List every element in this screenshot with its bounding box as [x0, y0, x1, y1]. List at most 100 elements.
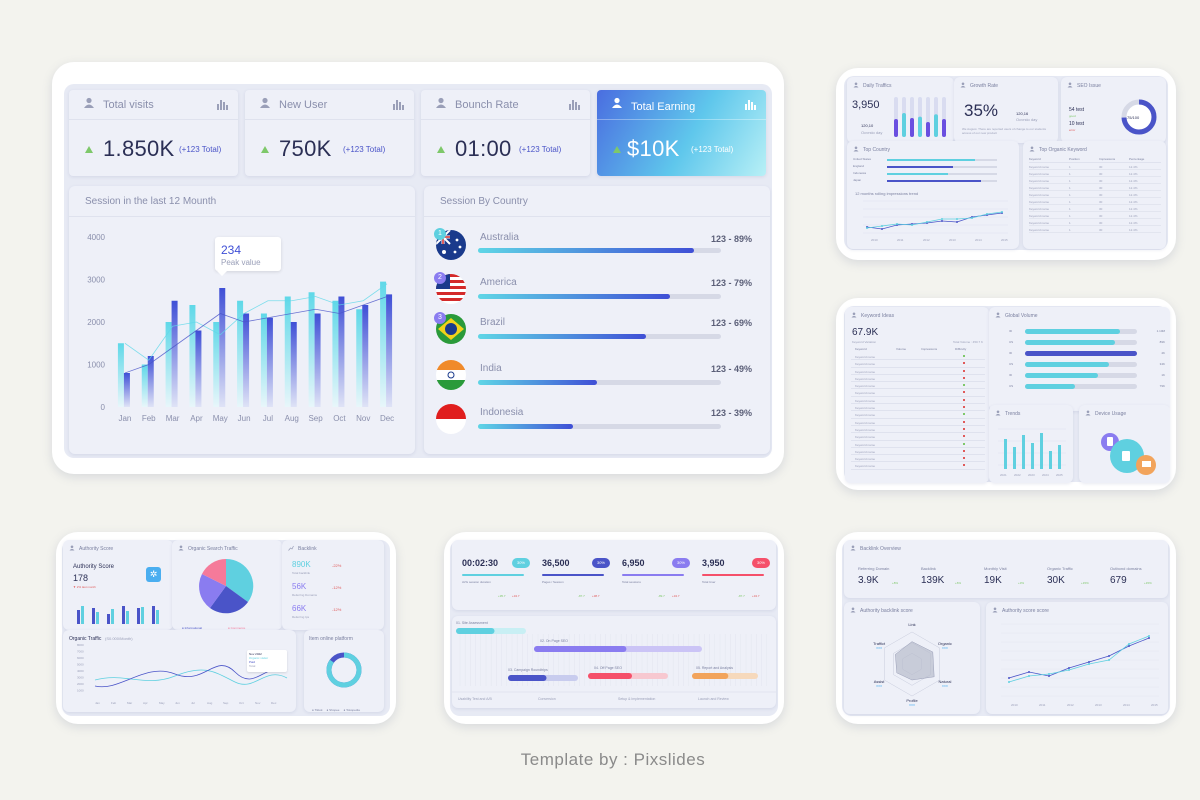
- country-row-india[interactable]: India 123 - 49%: [424, 358, 770, 398]
- impressions-title: 12 months rolling impressions trend: [855, 191, 919, 196]
- year-label: 2013: [1095, 703, 1102, 707]
- stat-delta: +38.7: [592, 594, 600, 598]
- thumbnail-slide-timeline[interactable]: 00:02:30 30% AVG session duration +95.7 +34.…: [444, 532, 784, 724]
- phase-label: Usability Test and A/B: [458, 697, 492, 701]
- trend-bar: [1031, 443, 1034, 469]
- country-code: US: [1009, 340, 1014, 344]
- kpi-total-visits[interactable]: Total visits 1.850K (+123 Total): [69, 90, 238, 176]
- x-tick-label: Aug: [207, 701, 213, 705]
- country-row-america[interactable]: 2 America 123 - 79%: [424, 272, 770, 312]
- country-row-australia[interactable]: 1 Australia 123 - 89%: [424, 228, 770, 268]
- bar-series-1: [117, 343, 124, 407]
- backlink-label: Total backlink: [292, 571, 311, 575]
- table-cell: 12.4%: [1129, 186, 1138, 190]
- radar-value: XXX: [876, 684, 882, 688]
- kpi-bounce-rate[interactable]: Bounch Rate 01:00 (+123 Total): [421, 90, 590, 176]
- growth-rate-value: 35%: [964, 101, 999, 120]
- difficulty-dot: [963, 391, 965, 394]
- backlink-row: 66K Referring Ips -12%: [292, 604, 378, 626]
- bar-chart-icon[interactable]: [392, 98, 404, 110]
- bar-chart-icon[interactable]: [568, 98, 580, 110]
- card-subtitle: (S0.000/Month): [105, 636, 133, 641]
- user-icon: [850, 607, 856, 613]
- difficulty-dot: [963, 420, 965, 423]
- bar-chart-icon[interactable]: [744, 98, 756, 110]
- task-bar: [534, 646, 627, 652]
- thumbnail-slide-keywords[interactable]: Keyword Ideas 67.9K Keyword Variation To…: [836, 298, 1176, 490]
- bar-series-2: [195, 330, 202, 407]
- column-header: Difficulty: [955, 347, 967, 351]
- country-row-brazil[interactable]: 3 Brazil 123 - 69%: [424, 312, 770, 354]
- volume-track: [1025, 384, 1137, 389]
- thumbnail-slide-authority[interactable]: Authority Score Authority Score 178 ▼ 2%…: [56, 532, 396, 724]
- trends-card: Trends 2021 2022 2023 2024 2025: [989, 405, 1073, 483]
- bar-series-1: [308, 292, 315, 407]
- tooltip-value: 234: [221, 243, 242, 257]
- difficulty-dot: [963, 435, 965, 438]
- country-fill: [887, 180, 981, 182]
- up-arrow-icon: [613, 146, 621, 153]
- thumbnail-slide-traffic[interactable]: Daily Traffics 3,950 120,10 Ocvrsto day …: [836, 68, 1176, 260]
- table-cell: 1: [1069, 193, 1071, 197]
- kpi-label: Bounch Rate: [455, 99, 519, 111]
- x-tick-label: Apr: [143, 701, 148, 705]
- bar-series-1: [260, 313, 267, 407]
- country-name: Australia: [480, 232, 519, 243]
- backlink-row: 56K Referring Domains -12%: [292, 582, 378, 604]
- kpi-total-earning[interactable]: Total Earning $10K (+123 Total): [597, 90, 766, 176]
- task-label: 01. Site Assessment: [456, 621, 488, 625]
- organic-line: [94, 669, 288, 685]
- card-title: Authority backlink score: [860, 608, 913, 614]
- radar-area: [895, 641, 935, 681]
- bar-series-2: [171, 300, 178, 407]
- year-label: 2011: [1039, 703, 1046, 707]
- session-bar-chart[interactable]: 0 1000 2000 3000 4000 Jan Feb Mar Apr May Jun Jul Au…: [69, 186, 415, 454]
- card-title: Authority score score: [1002, 608, 1049, 614]
- difficulty-dot: [963, 442, 965, 445]
- country-code: ID: [1009, 351, 1012, 355]
- table-cell: 30: [1099, 207, 1103, 211]
- year-label: 2010: [1011, 703, 1018, 707]
- chart-icon: [288, 545, 294, 551]
- task-bar: [692, 673, 729, 679]
- up-arrow-icon: [437, 146, 445, 153]
- kpi-value: $10K: [627, 136, 680, 161]
- stat-label: Total User: [702, 580, 716, 584]
- table-cell: Keyword name: [855, 435, 876, 440]
- table-cell: 12.4%: [1129, 165, 1138, 169]
- seo-error-label: error: [1069, 128, 1076, 132]
- kpi-new-user[interactable]: New User 750K (+123 Total): [245, 90, 414, 176]
- country-progress-track: [478, 380, 721, 385]
- table-cell: Keyword name: [855, 420, 876, 425]
- volume-row: ID 1K: [995, 371, 1165, 382]
- x-tick-label: Jul: [191, 701, 195, 705]
- bar-series-2: [314, 313, 321, 407]
- country-row-indonesia[interactable]: Indonesia 123 - 39%: [424, 402, 770, 442]
- point: [926, 221, 928, 223]
- indonesia-flag-icon: [436, 404, 466, 434]
- rank-badge: 1: [434, 228, 446, 240]
- difficulty-dot: [963, 413, 965, 416]
- user-icon: [992, 607, 998, 613]
- thumbnail-slide-backlink[interactable]: Backlink Overview Referring Domain 3.9K +8…: [836, 532, 1176, 724]
- bar: [918, 116, 922, 137]
- x-tick-label: Sep: [308, 414, 323, 423]
- organic-search-card: Organic Search Traffic ● Informational ● …: [172, 540, 282, 630]
- bar-series-2: [123, 373, 130, 407]
- country-panel: Session By Country 1 Australia 123 - 89%…: [424, 186, 770, 454]
- card-title: Daily Traffics: [863, 83, 892, 89]
- user-icon: [995, 312, 1001, 318]
- organic-traffic-line-chart: 8000 7000 6000 5000 4000 3000 2000 1000 Jan Feb Ma…: [77, 643, 288, 705]
- keyword-ideas-card: Keyword Ideas 67.9K Keyword Variation To…: [845, 307, 989, 483]
- country-progress-fill: [478, 334, 646, 339]
- difficulty-dot: [963, 398, 965, 401]
- bar-chart-icon[interactable]: [216, 98, 228, 110]
- score-line: [1008, 635, 1150, 683]
- bar-series-2: [219, 288, 226, 407]
- bar-series-2: [386, 294, 393, 407]
- point: [1088, 663, 1090, 665]
- country-value: 123 - 89%: [710, 234, 752, 244]
- backlink-overview-card: Backlink Overview Referring Domain 3.9K +8…: [844, 540, 1168, 598]
- table-cell: 30: [1099, 193, 1103, 197]
- x-tick-label: Jul: [263, 414, 273, 423]
